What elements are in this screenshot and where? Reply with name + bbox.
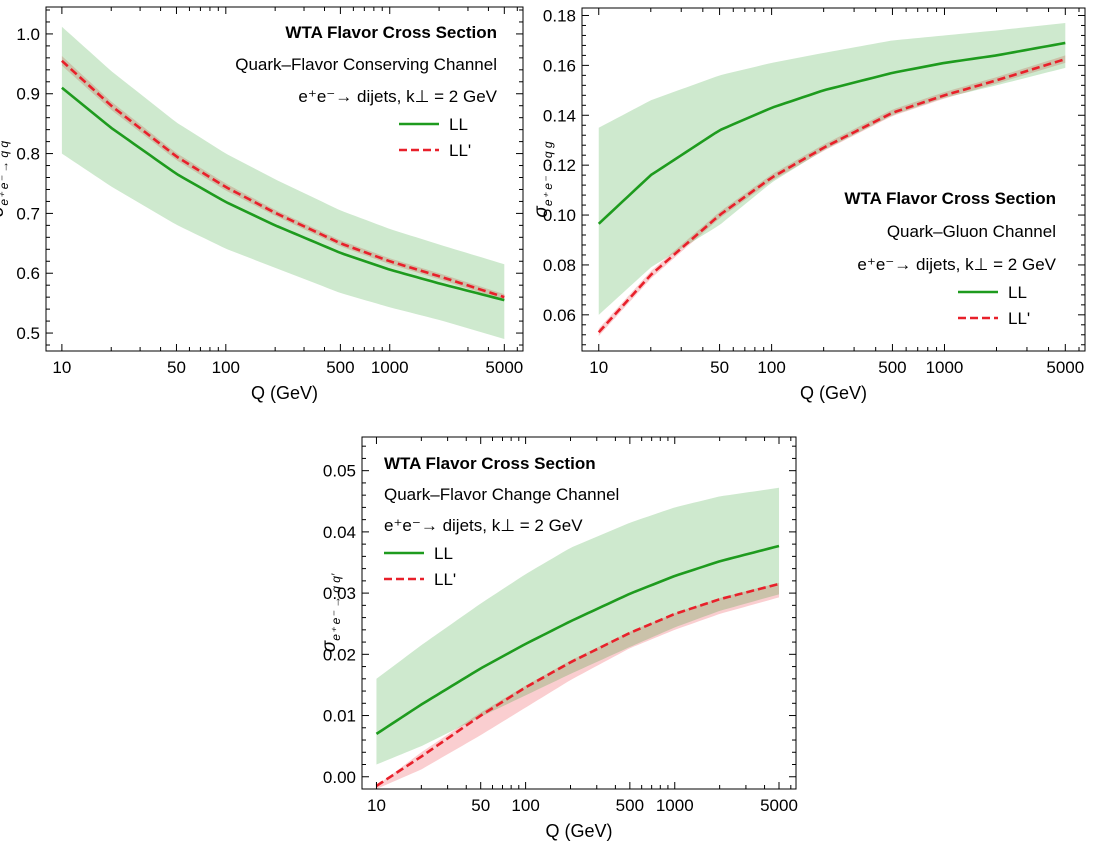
x-tick-label: 500	[326, 358, 354, 377]
y-axis-label: σe⁺ e⁻ → q g	[531, 141, 555, 217]
y-tick-label: 1.0	[16, 25, 40, 44]
y-tick-label: 0.01	[323, 707, 356, 726]
legend-label-ll: LL	[449, 115, 468, 134]
x-tick-label: 1000	[371, 358, 409, 377]
plot-frame	[581, 7, 1086, 352]
legend-label-llprime: LL'	[449, 141, 471, 160]
plot-area	[61, 26, 505, 340]
y-tick-label: 0.12	[543, 156, 576, 175]
legend-label-ll: LL	[434, 544, 453, 563]
x-tick-label: 100	[511, 796, 539, 815]
x-tick-label: 1000	[656, 796, 694, 815]
series-line-llprime	[597, 57, 1066, 334]
y-tick-label: 0.8	[16, 145, 40, 164]
series-line-llprime	[375, 582, 780, 788]
x-tick-label: 5000	[760, 796, 798, 815]
x-tick-label: 1000	[926, 358, 964, 377]
y-tick-label: 0.16	[543, 56, 576, 75]
y-tick-label: 0.7	[16, 204, 40, 223]
x-axis-label: Q (GeV)	[800, 383, 867, 403]
panel-title: WTA Flavor Cross Section	[384, 454, 596, 473]
y-tick-label: 0.05	[323, 462, 356, 481]
x-tick-label: 10	[367, 796, 386, 815]
y-label-sigma: σ	[0, 204, 8, 217]
plot-area	[597, 22, 1066, 337]
y-tick-label: 0.6	[16, 264, 40, 283]
x-axis-label: Q (GeV)	[545, 821, 612, 841]
plot-frame	[45, 6, 524, 352]
x-tick-label: 50	[471, 796, 490, 815]
plot-area	[375, 487, 780, 789]
y-tick-label: 0.08	[543, 256, 576, 275]
panel-title: WTA Flavor Cross Section	[844, 189, 1056, 208]
x-tick-label: 5000	[485, 358, 523, 377]
x-tick-label: 50	[710, 358, 729, 377]
x-axis-label: Q (GeV)	[251, 383, 318, 403]
x-tick-label: 500	[878, 358, 906, 377]
panel-subtitle: Quark–Flavor Conserving Channel	[235, 55, 497, 74]
chart-panel-bottom-center: 10 50 100 500 1000 5000 0.00 0.01 0.02 0.03 0.04 0.…	[319, 436, 798, 841]
x-tick-label: 5000	[1046, 358, 1084, 377]
panel-subtitle: Quark–Gluon Channel	[887, 222, 1056, 241]
legend-label-llprime: LL'	[434, 570, 456, 589]
plot-frame	[361, 436, 797, 790]
uncertainty-band-ll	[61, 26, 505, 340]
y-tick-label: 0.03	[323, 584, 356, 603]
chart-panel-top-right: 10 50 100 500 1000 5000 0.06 0.08 0.10 0.12 0.14 0.…	[531, 6, 1086, 403]
panel-process: e⁺e⁻→ dijets, k⊥ = 2 GeV	[298, 87, 497, 106]
series-line-llprime	[61, 59, 505, 299]
series-line-ll	[597, 41, 1066, 225]
x-tick-label: 500	[616, 796, 644, 815]
y-tick-label: 0.02	[323, 645, 356, 664]
series-line-ll	[61, 86, 505, 302]
series-line-ll	[375, 544, 780, 735]
x-tick-label: 10	[589, 358, 608, 377]
x-tick-label: 50	[167, 358, 186, 377]
panel-process: e⁺e⁻→ dijets, k⊥ = 2 GeV	[384, 516, 583, 535]
y-tick-label: 0.9	[16, 85, 40, 104]
y-label-subscript: e⁺ e⁻ → q g	[541, 141, 555, 206]
x-tick-label: 100	[757, 358, 785, 377]
y-label-subscript: e⁺ e⁻ → q q′	[329, 573, 343, 641]
legend-label-ll: LL	[1008, 283, 1027, 302]
y-label-sigma: σ	[531, 205, 552, 218]
y-axis-label: σe⁺ e⁻ → q q	[0, 141, 11, 217]
y-label-subscript: e⁺ e⁻ → q q	[0, 141, 11, 206]
y-tick-label: 0.14	[543, 106, 576, 125]
chart-panel-top-left: 10 50 100 500 1000 5000 0.5 0.6 0.7 0.8 0.9 1.0 Q (G…	[0, 6, 524, 403]
panel-process: e⁺e⁻→ dijets, k⊥ = 2 GeV	[857, 255, 1056, 274]
y-axis-label: σe⁺ e⁻ → q q′	[319, 573, 343, 652]
y-tick-label: 0.5	[16, 324, 40, 343]
y-tick-label: 0.10	[543, 206, 576, 225]
uncertainty-band-llprime	[376, 582, 780, 789]
legend-label-llprime: LL'	[1008, 309, 1030, 328]
uncertainty-band-ll	[376, 487, 780, 765]
panel-subtitle: Quark–Flavor Change Channel	[384, 485, 619, 504]
panel-title: WTA Flavor Cross Section	[285, 23, 497, 42]
x-tick-label: 100	[212, 358, 240, 377]
y-tick-label: 0.04	[323, 523, 356, 542]
uncertainty-band-ll	[598, 22, 1066, 315]
y-tick-label: 0.00	[323, 768, 356, 787]
y-tick-label: 0.18	[543, 6, 576, 25]
x-tick-label: 10	[52, 358, 71, 377]
y-tick-label: 0.06	[543, 306, 576, 325]
y-label-sigma: σ	[319, 639, 340, 652]
